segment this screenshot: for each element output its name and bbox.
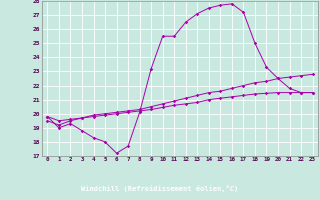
Text: Windchill (Refroidissement éolien,°C): Windchill (Refroidissement éolien,°C) — [81, 184, 239, 192]
